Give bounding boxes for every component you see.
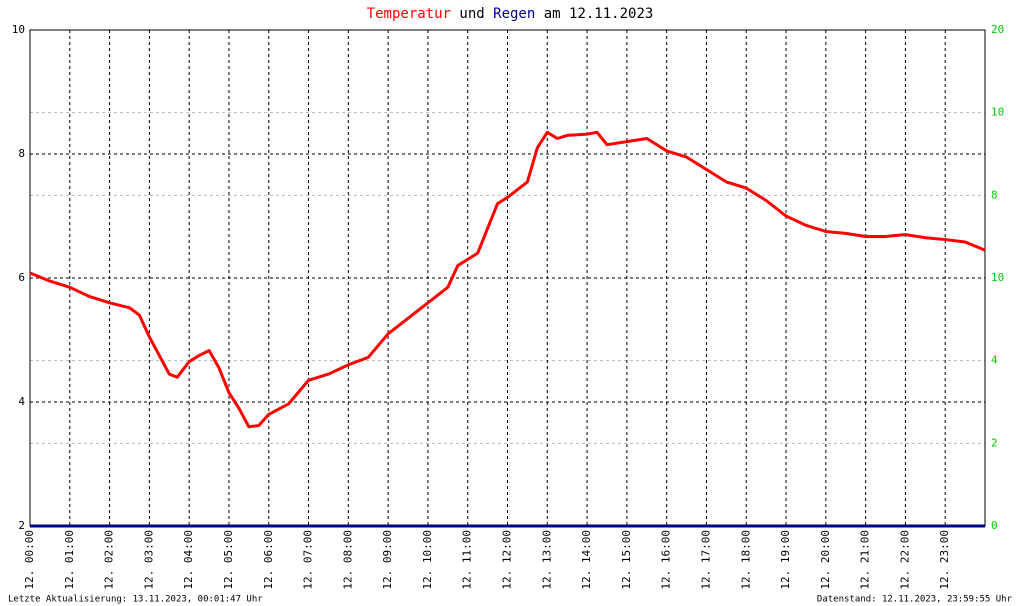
x-tick-label: 12. 02:00 — [103, 530, 116, 590]
y-tick-label: 8 — [18, 147, 25, 160]
chart-title: Temperatur und Regen am 12.11.2023 — [367, 6, 654, 22]
x-tick-label: 12. 07:00 — [302, 530, 315, 590]
x-tick-label: 12. 16:00 — [660, 530, 673, 590]
x-tick-label: 12. 08:00 — [341, 530, 354, 590]
x-tick-label: 12. 23:00 — [938, 530, 951, 590]
footer-right: Datenstand: 12.11.2023, 23:59:55 Uhr — [817, 595, 1013, 605]
title-temperature: Temperatur — [367, 6, 451, 22]
x-tick-label: 12. 15:00 — [620, 530, 633, 590]
x-tick-label: 12. 13:00 — [540, 530, 553, 590]
title-rain: Regen — [493, 6, 535, 22]
title-date: am 12.11.2023 — [544, 6, 654, 22]
y2-tick-label: 4 — [991, 354, 998, 367]
title-joiner: und — [459, 6, 484, 22]
y2-tick-label: 0 — [991, 519, 998, 532]
y-tick-label: 2 — [18, 519, 25, 532]
x-tick-label: 12. 04:00 — [182, 530, 195, 590]
x-tick-label: 12. 20:00 — [819, 530, 832, 590]
y-tick-label: 6 — [18, 271, 25, 284]
x-tick-label: 12. 19:00 — [779, 530, 792, 590]
y2-tick-label: 10 — [991, 106, 1004, 119]
x-tick-label: 12. 22:00 — [898, 530, 911, 590]
y-tick-label: 10 — [12, 23, 25, 36]
y2-tick-label: 8 — [991, 188, 998, 201]
x-tick-label: 12. 09:00 — [381, 530, 394, 590]
x-tick-label: 12. 10:00 — [421, 530, 434, 590]
x-tick-label: 12. 00:00 — [23, 530, 36, 590]
y-tick-label: 4 — [18, 395, 25, 408]
x-tick-label: 12. 06:00 — [262, 530, 275, 590]
x-tick-label: 12. 05:00 — [222, 530, 235, 590]
x-tick-label: 12. 17:00 — [699, 530, 712, 590]
x-tick-label: 12. 12:00 — [501, 530, 514, 590]
footer-left: Letzte Aktualisierung: 13.11.2023, 00:01… — [8, 595, 263, 605]
y2-tick-label: 20 — [991, 23, 1004, 36]
y2-tick-label: 10 — [991, 271, 1004, 284]
y2-tick-label: 2 — [991, 436, 998, 449]
series-line — [29, 130, 986, 429]
x-tick-label: 12. 18:00 — [739, 530, 752, 590]
x-tick-label: 12. 21:00 — [859, 530, 872, 590]
x-tick-label: 12. 11:00 — [461, 530, 474, 590]
x-tick-label: 12. 14:00 — [580, 530, 593, 590]
x-tick-label: 12. 03:00 — [142, 530, 155, 590]
x-tick-label: 12. 01:00 — [63, 530, 76, 590]
